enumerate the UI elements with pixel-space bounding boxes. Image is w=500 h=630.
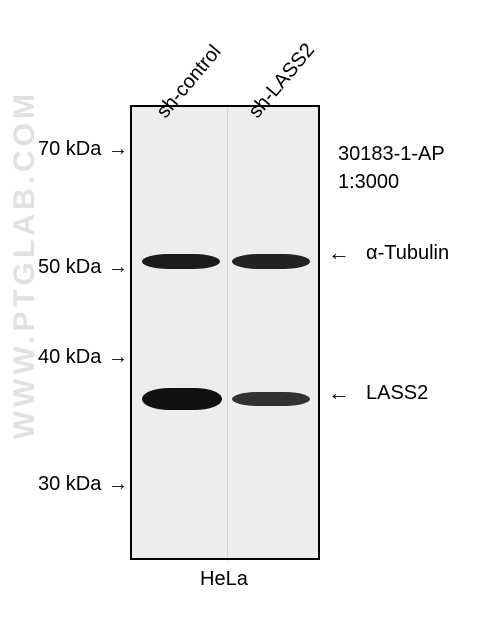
mw-arrow-icon: → — [108, 138, 128, 161]
mw-arrow-icon: → — [108, 256, 128, 279]
band-tubulin-lass2 — [232, 254, 310, 269]
antibody-info: 30183-1-AP 1:3000 — [338, 140, 445, 196]
mw-arrow-icon: → — [108, 473, 128, 496]
band-lass2-control — [142, 388, 222, 410]
watermark-text: WWW.PTGLAB.COM — [8, 90, 42, 439]
band-label-lass2: LASS2 — [366, 382, 428, 405]
band-label-tubulin: α-Tubulin — [366, 242, 449, 265]
blot-membrane — [130, 105, 320, 560]
lane-divider — [227, 107, 228, 562]
antibody-dilution: 1:3000 — [338, 168, 445, 196]
band-lass2-knockdown — [232, 392, 310, 406]
mw-arrow-icon: → — [108, 346, 128, 369]
mw-marker-40: 40 kDa — [38, 346, 101, 369]
band-arrow-icon: ← — [328, 240, 350, 266]
band-tubulin-control — [142, 254, 220, 269]
mw-marker-70: 70 kDa — [38, 138, 101, 161]
band-arrow-icon: ← — [328, 380, 350, 406]
mw-marker-30: 30 kDa — [38, 473, 101, 496]
sample-label: HeLa — [200, 568, 248, 591]
mw-marker-50: 50 kDa — [38, 256, 101, 279]
figure-container: { "figure": { "type": "western-blot", "b… — [0, 0, 500, 630]
antibody-catalog: 30183-1-AP — [338, 140, 445, 168]
